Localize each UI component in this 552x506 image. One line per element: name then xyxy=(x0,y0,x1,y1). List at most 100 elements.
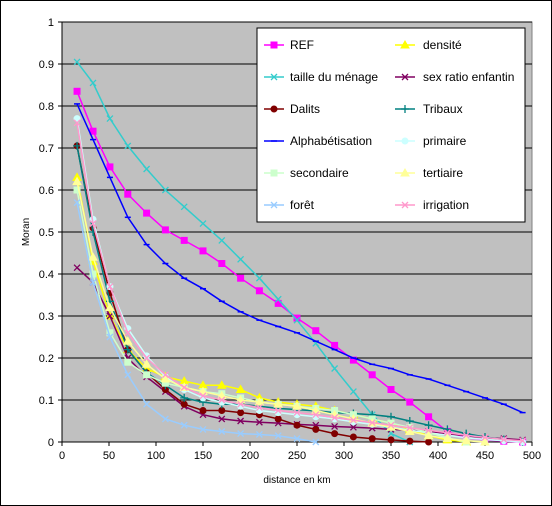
data-point xyxy=(423,430,434,440)
y-tick-label: 0.3 xyxy=(39,311,54,323)
data-point xyxy=(237,417,245,425)
data-point xyxy=(199,220,207,228)
data-point xyxy=(331,414,339,422)
legend-label: Dalits xyxy=(290,102,320,116)
data-point xyxy=(368,371,376,379)
x-tick-label: 100 xyxy=(147,450,165,462)
y-tick-label: 0.1 xyxy=(39,395,54,407)
data-point xyxy=(368,419,376,427)
data-point xyxy=(462,431,470,439)
legend-swatch-marker xyxy=(270,73,278,81)
data-point xyxy=(331,430,339,438)
data-point xyxy=(73,87,81,95)
data-point xyxy=(349,423,357,431)
data-point xyxy=(106,333,114,341)
legend-swatch-marker xyxy=(270,41,278,49)
data-point xyxy=(481,433,489,441)
y-tick-label: 0.4 xyxy=(39,269,54,281)
legend-entry: sex ratio enfantin xyxy=(395,70,514,84)
data-point xyxy=(349,356,357,364)
data-point xyxy=(331,341,339,349)
y-tick-label: 0.8 xyxy=(39,101,54,113)
legend-label: Alphabétisation xyxy=(290,134,372,148)
data-point xyxy=(480,436,490,446)
data-point xyxy=(387,412,395,421)
data-point xyxy=(73,119,81,127)
data-point xyxy=(106,312,114,320)
data-point xyxy=(293,435,301,443)
legend-swatch-marker xyxy=(270,169,278,177)
data-point xyxy=(143,165,151,173)
legend-label: sex ratio enfantin xyxy=(423,70,514,84)
data-point xyxy=(405,417,414,425)
legend-swatch-marker xyxy=(401,73,409,81)
data-point xyxy=(519,437,527,445)
data-point xyxy=(425,426,433,434)
series-10 xyxy=(73,199,320,446)
data-point xyxy=(124,371,132,379)
data-point xyxy=(105,302,115,312)
legend-entry: densité xyxy=(395,38,462,52)
data-point xyxy=(123,345,132,354)
x-tick-label: 500 xyxy=(523,450,541,462)
legend-entry: primaire xyxy=(395,134,467,148)
legend-swatch-marker xyxy=(401,105,409,113)
y-tick-label: 0.2 xyxy=(39,353,54,365)
data-point xyxy=(218,428,226,435)
data-point xyxy=(293,316,301,324)
y-tick-label: 0.5 xyxy=(39,227,54,239)
data-point xyxy=(331,365,339,372)
data-point xyxy=(255,418,263,426)
data-point xyxy=(331,423,339,430)
data-point xyxy=(73,58,81,66)
data-point xyxy=(106,163,114,171)
data-point xyxy=(124,329,132,337)
data-point xyxy=(199,392,207,400)
data-point xyxy=(387,386,395,393)
data-point xyxy=(406,424,414,432)
legend-entry: tertiaire xyxy=(395,166,463,180)
data-point xyxy=(461,435,472,445)
data-point xyxy=(141,359,152,368)
data-point xyxy=(312,327,320,335)
legend-label: taille du ménage xyxy=(290,70,378,84)
data-point xyxy=(89,270,97,278)
y-tick-label: 0.9 xyxy=(39,59,54,71)
data-point xyxy=(160,373,171,383)
data-point xyxy=(425,438,433,446)
legend-swatch-marker xyxy=(401,201,409,209)
x-tick-label: 300 xyxy=(335,450,353,462)
x-tick-label: 450 xyxy=(476,450,494,462)
data-point xyxy=(254,397,265,406)
data-point xyxy=(500,436,508,443)
data-point xyxy=(442,433,453,443)
y-tick-label: 0.7 xyxy=(39,143,54,155)
series-6 xyxy=(74,103,526,414)
data-point xyxy=(143,209,151,217)
data-point xyxy=(255,430,263,438)
data-point xyxy=(274,432,282,440)
data-point xyxy=(161,371,169,379)
data-point xyxy=(274,295,282,303)
legend-entry: Dalits xyxy=(264,102,320,116)
y-tick-label: 0 xyxy=(48,437,54,449)
data-point xyxy=(368,435,376,443)
x-tick-label: 50 xyxy=(103,450,115,462)
data-point xyxy=(89,79,97,87)
x-tick-label: 400 xyxy=(429,450,447,462)
legend-entry: Tribaux xyxy=(395,102,463,116)
data-point xyxy=(106,283,114,291)
data-point xyxy=(124,358,132,366)
y-axis-label: Moran xyxy=(21,218,32,246)
legend-label: forêt xyxy=(290,198,315,212)
legend-entry: taille du ménage xyxy=(264,70,378,84)
y-tick-label: 0.6 xyxy=(39,185,54,197)
legend-label: irrigation xyxy=(423,198,469,212)
data-point xyxy=(88,252,98,261)
data-point xyxy=(443,429,451,437)
data-point xyxy=(180,383,188,391)
data-point xyxy=(161,415,169,423)
data-point xyxy=(237,430,245,438)
data-point xyxy=(237,255,245,263)
